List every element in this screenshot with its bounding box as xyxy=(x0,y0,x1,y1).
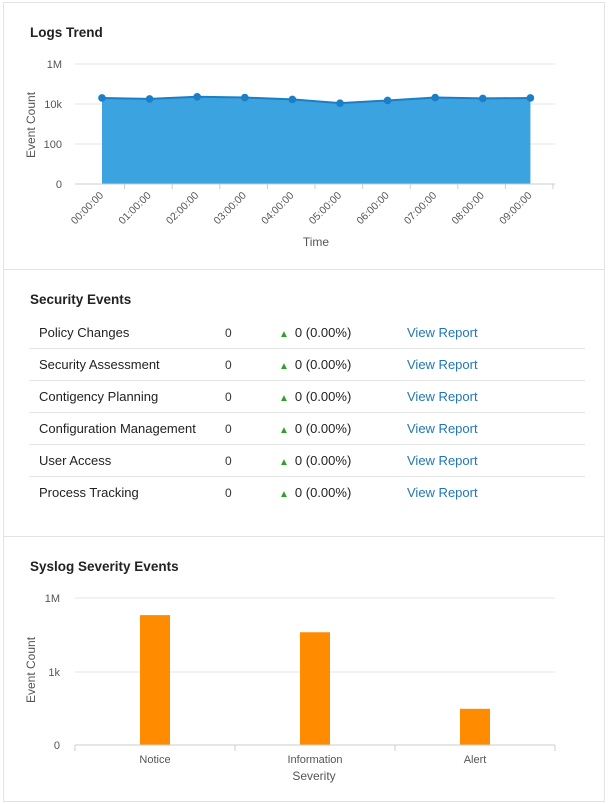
y-axis-label: Event Count xyxy=(24,91,38,158)
y-axis-label: Event Count xyxy=(24,636,38,703)
y-tick-label: 1k xyxy=(48,667,60,679)
event-count: 0 xyxy=(225,317,279,349)
view-report-cell: View Report xyxy=(407,444,585,477)
view-report-link[interactable]: View Report xyxy=(407,357,478,372)
change-value: 0 (0.00%) xyxy=(294,325,352,340)
trend-up-icon: ▲ xyxy=(279,457,289,468)
event-count: 0 xyxy=(225,444,279,477)
y-tick-label: 1M xyxy=(47,59,62,71)
severity-bars xyxy=(140,615,490,745)
x-tick-label: 02:00:00 xyxy=(164,190,201,227)
event-count: 0 xyxy=(225,380,279,413)
trend-up-icon: ▲ xyxy=(279,489,289,500)
x-tick-label: 01:00:00 xyxy=(116,190,153,227)
severity-bar xyxy=(140,615,170,745)
trend-point xyxy=(383,96,392,105)
x-tick-label: 05:00:00 xyxy=(307,190,344,227)
logs-trend-panel: Logs Trend 1M 10k 100 0 00:00:00 01:00:00… xyxy=(3,2,605,270)
trend-line xyxy=(101,95,531,105)
x-tick-label: Alert xyxy=(464,754,487,766)
event-name: Security Assessment xyxy=(29,348,225,381)
event-count: 0 xyxy=(225,485,232,500)
view-report-cell: View Report xyxy=(407,348,585,381)
table-row: Contigency Planning 0 ▲ 0 (0.00%) View Re… xyxy=(29,380,585,413)
x-tick-label: 06:00:00 xyxy=(354,190,391,227)
event-count: 0 xyxy=(225,412,279,445)
y-tick-label: 0 xyxy=(56,179,62,191)
severity-bar xyxy=(300,632,330,745)
syslog-severity-panel: Syslog Severity Events 1M 1k 0 Notice Inf… xyxy=(3,536,605,802)
event-change: ▲ 0 (0.00%) xyxy=(279,412,407,445)
trend-up-icon: ▲ xyxy=(279,393,289,404)
table-row: Process Tracking 0 ▲ 0 (0.00%) View Repor… xyxy=(29,477,585,509)
view-report-link[interactable]: View Report xyxy=(407,453,478,468)
trend-point xyxy=(145,95,154,103)
event-name: Contigency Planning xyxy=(29,380,225,413)
logs-trend-title: Logs Trend xyxy=(30,25,103,40)
x-tick-label: 00:00:00 xyxy=(69,190,106,227)
view-report-link[interactable]: View Report xyxy=(407,325,478,340)
x-tick-label: 09:00:00 xyxy=(497,190,534,227)
view-report-link[interactable]: View Report xyxy=(407,485,478,500)
trend-point xyxy=(479,94,487,103)
y-tick-label: 1M xyxy=(45,593,60,605)
view-report-cell: View Report xyxy=(407,317,585,349)
table-row: Configuration Management 0 ▲ 0 (0.00%) Vi… xyxy=(29,412,585,445)
x-axis-label: Severity xyxy=(292,769,335,783)
x-tick-label: Notice xyxy=(139,754,170,766)
severity-bar xyxy=(460,708,490,745)
security-events-table: Policy Changes 0 ▲ 0 (0.00%) View Report … xyxy=(29,317,585,508)
security-events-title: Security Events xyxy=(30,292,132,307)
event-name: User Access xyxy=(29,444,225,477)
event-name: Process Tracking xyxy=(39,485,139,500)
syslog-severity-title: Syslog Severity Events xyxy=(30,559,179,574)
trend-area xyxy=(102,96,531,184)
event-change: ▲ 0 (0.00%) xyxy=(279,348,407,381)
change-value: 0 (0.00%) xyxy=(294,357,352,372)
change-value: 0 (0.00%) xyxy=(294,453,352,468)
trend-point xyxy=(193,92,201,101)
y-tick-label: 100 xyxy=(44,139,62,151)
trend-point xyxy=(98,94,106,102)
event-change: ▲ 0 (0.00%) xyxy=(279,444,407,477)
severity-x-ticks: Notice Information Alert xyxy=(74,745,556,766)
event-change: ▲ 0 (0.00%) xyxy=(279,317,407,349)
view-report-link[interactable]: View Report xyxy=(407,389,478,404)
trend-up-icon: ▲ xyxy=(279,425,289,436)
view-report-cell: View Report xyxy=(407,412,585,445)
table-row: User Access 0 ▲ 0 (0.00%) View Report xyxy=(29,444,585,477)
y-tick-label: 0 xyxy=(54,740,60,752)
view-report-link[interactable]: View Report xyxy=(407,421,478,436)
x-tick-label: Information xyxy=(287,754,342,766)
event-count: 0 xyxy=(225,348,279,381)
trend-point xyxy=(431,93,440,102)
change-value: 0 (0.00%) xyxy=(294,389,352,404)
trend-point xyxy=(288,95,297,104)
x-tick-label: 03:00:00 xyxy=(212,190,249,227)
security-events-panel: Security Events Policy Changes 0 ▲ 0 (0.0… xyxy=(3,269,605,537)
trend-point xyxy=(241,93,249,102)
x-tick-label: 04:00:00 xyxy=(259,190,296,227)
x-tick-label: 08:00:00 xyxy=(450,190,487,227)
x-axis-label: Time xyxy=(303,235,330,249)
change-value: 0 (0.00%) xyxy=(294,485,352,500)
trend-up-icon: ▲ xyxy=(279,361,289,372)
event-name: Configuration Management xyxy=(29,412,225,445)
y-tick-label: 10k xyxy=(44,99,62,111)
event-change: ▲ 0 (0.00%) xyxy=(279,477,407,509)
event-name: Policy Changes xyxy=(29,317,225,349)
view-report-cell: View Report xyxy=(407,477,585,509)
table-row: Security Assessment 0 ▲ 0 (0.00%) View Re… xyxy=(29,348,585,381)
trend-up-icon: ▲ xyxy=(279,329,289,340)
change-value: 0 (0.00%) xyxy=(294,421,352,436)
event-change: ▲ 0 (0.00%) xyxy=(279,380,407,413)
view-report-cell: View Report xyxy=(407,380,585,413)
x-tick-label: 07:00:00 xyxy=(402,190,439,227)
trend-point xyxy=(336,99,344,107)
syslog-severity-chart: 1M 1k 0 Notice Information Alert Event Cou… xyxy=(24,593,556,783)
trend-point xyxy=(526,94,535,102)
logs-trend-chart: 1M 10k 100 0 00:00:00 01:00:00 02:00:00 03:… xyxy=(24,59,555,249)
table-row: Policy Changes 0 ▲ 0 (0.00%) View Report xyxy=(29,317,585,349)
